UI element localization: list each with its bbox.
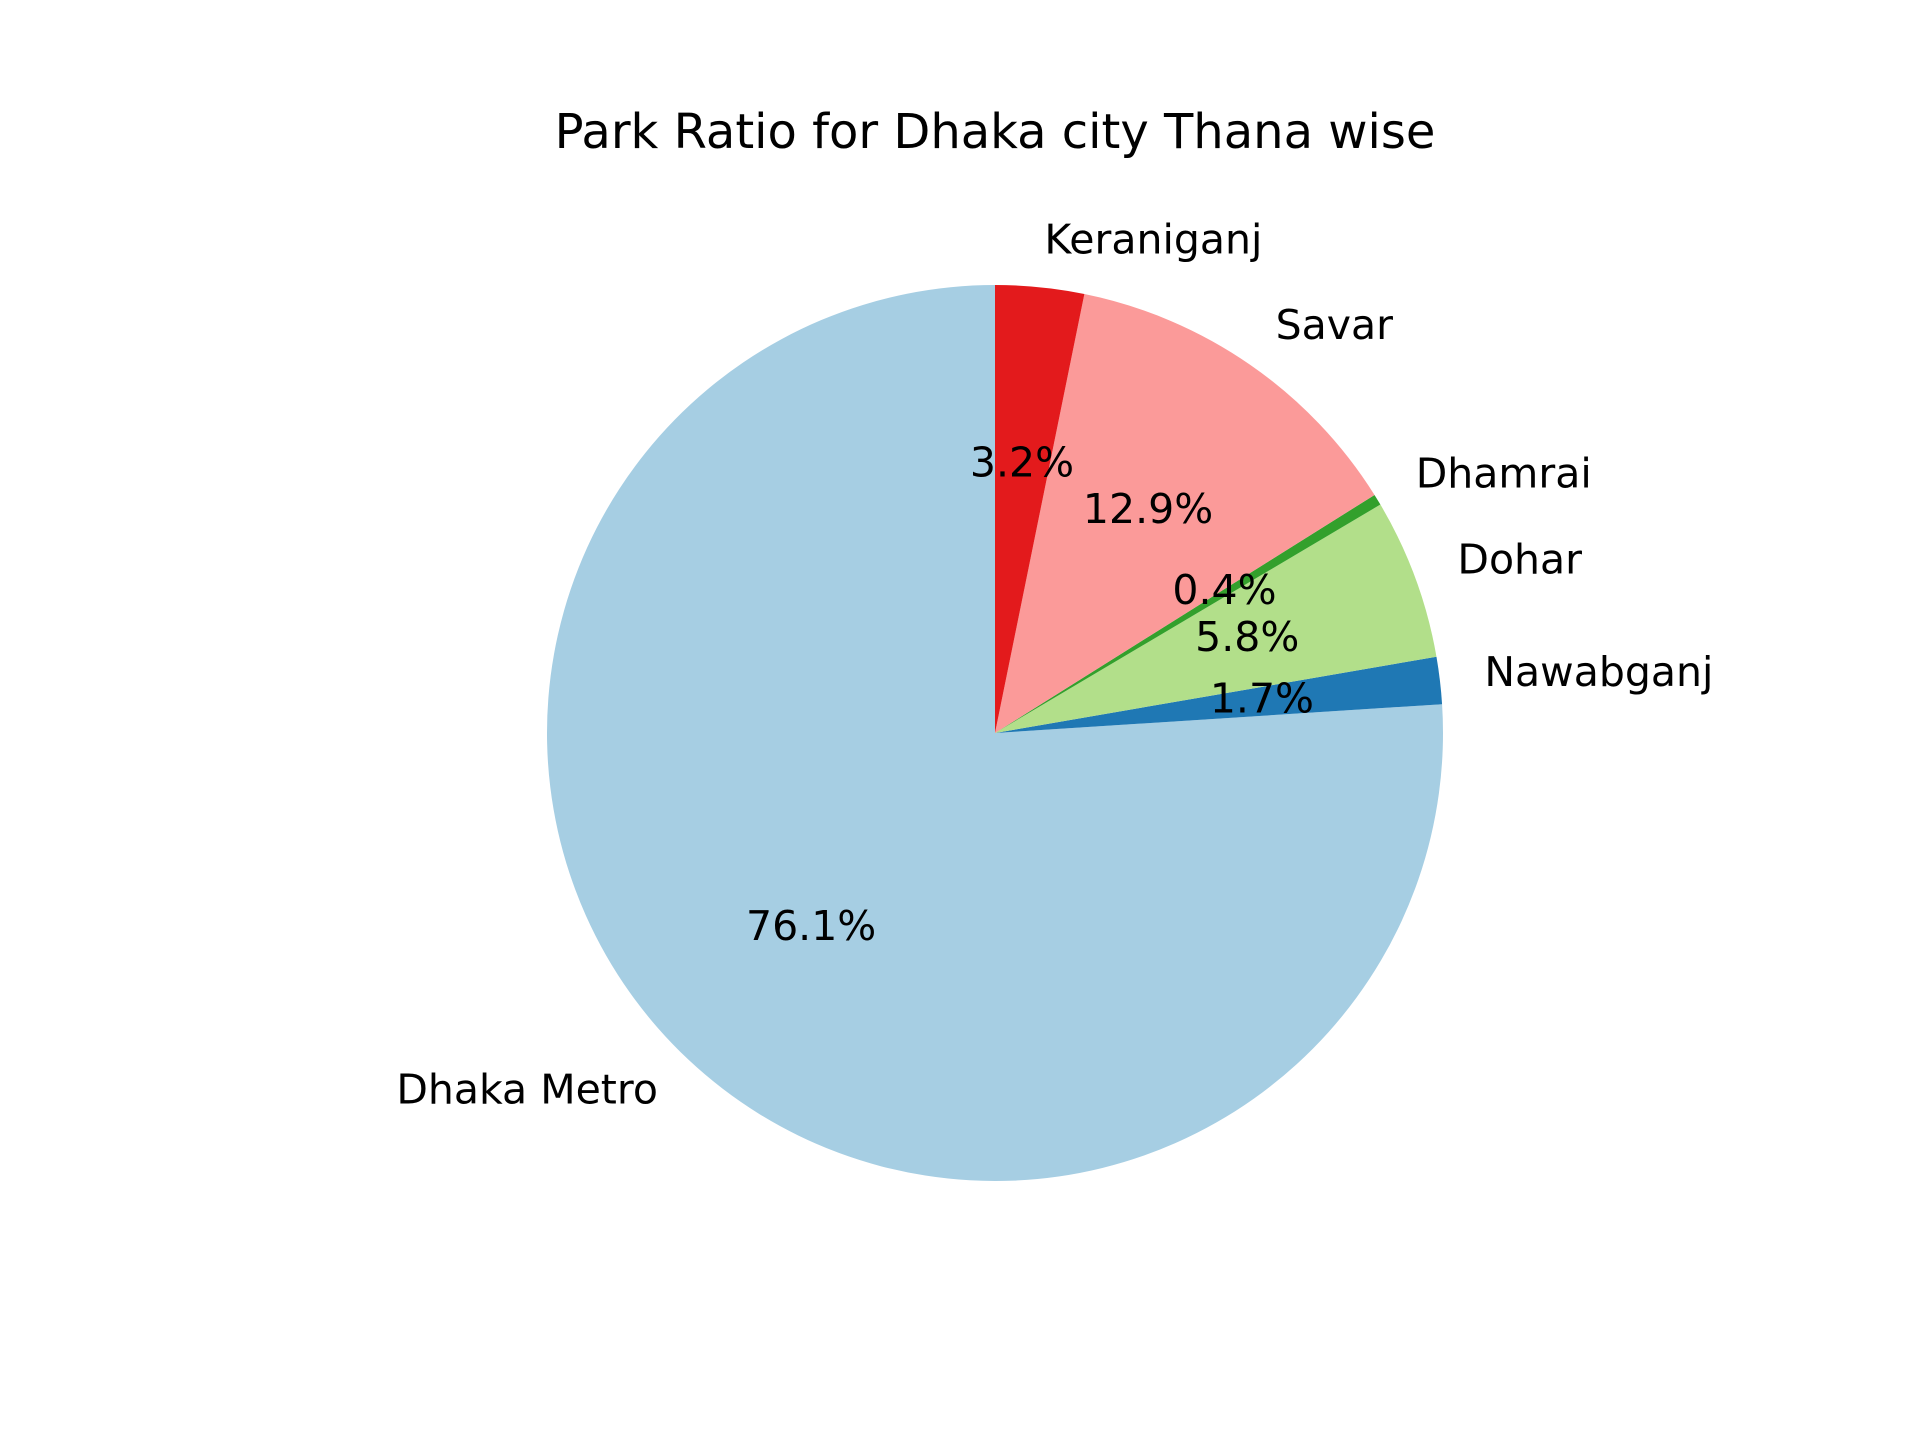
pie-slice-dhamrai	[995, 494, 1381, 733]
chart-title: Park Ratio for Dhaka city Thana wise	[555, 104, 1436, 160]
pie-labels: Dhaka Metro 76.1% Nawabganj 1.7% Dohar 5.8% Dh…	[396, 216, 1713, 1114]
slice-percent-label: 12.9%	[1083, 485, 1213, 533]
pie-slice-nawabganj	[995, 656, 1443, 733]
slice-percent-label: 5.8%	[1195, 613, 1299, 661]
slice-percent-label: 76.1%	[746, 902, 876, 950]
pie-slice-dohar	[995, 504, 1437, 733]
slice-percent-label: 3.2%	[970, 439, 1074, 487]
slice-label: Dohar	[1457, 536, 1582, 584]
slice-label: Keraniganj	[1044, 216, 1262, 264]
pie-slices	[547, 285, 1443, 1181]
pie-slice-keraniganj	[995, 285, 1085, 733]
slice-label: Dhamrai	[1416, 449, 1592, 497]
slice-label: Dhaka Metro	[396, 1065, 658, 1113]
slice-percent-label: 1.7%	[1210, 674, 1314, 722]
slice-label: Nawabganj	[1484, 648, 1713, 696]
slice-label: Savar	[1276, 301, 1394, 349]
slice-percent-label: 0.4%	[1172, 566, 1276, 614]
pie-slice-savar	[995, 294, 1375, 733]
